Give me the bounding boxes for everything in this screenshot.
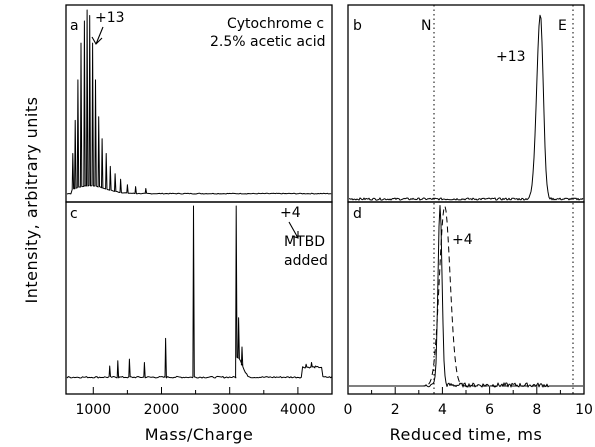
x-tick-label-mass: 3000 bbox=[212, 402, 248, 418]
frame-panel-c bbox=[65, 201, 333, 395]
x-ticks-mass: 1000 2000 3000 4000 bbox=[75, 387, 316, 418]
panel-letter-c: c bbox=[70, 206, 78, 222]
panel-letter-a: a bbox=[70, 18, 79, 34]
x-tick-label-time: 10 bbox=[575, 402, 593, 418]
marker-n: N bbox=[421, 18, 431, 34]
panel-a-title-line1: Cytochrome c bbox=[227, 16, 324, 32]
frame-panel-d bbox=[347, 201, 585, 395]
arrow-a-icon bbox=[91, 26, 104, 45]
x-tick-label-mass: 4000 bbox=[280, 402, 316, 418]
arrow-c-icon bbox=[288, 221, 299, 239]
annotation-d-charge: +4 bbox=[452, 232, 473, 248]
y-axis-title: Intensity, arbitrary units bbox=[22, 97, 41, 304]
trace-panel-b bbox=[349, 14, 584, 201]
x-tick-label-mass: 1000 bbox=[75, 402, 111, 418]
annotation-c-charge: +4 bbox=[280, 205, 301, 221]
trace-panel-d-dashed bbox=[349, 205, 583, 387]
trace-panel-c bbox=[66, 205, 333, 379]
x-tick-label-time: 8 bbox=[532, 402, 541, 418]
panel-c-note-line1: MTBD bbox=[284, 234, 325, 250]
x-tick-label-time: 2 bbox=[391, 402, 400, 418]
panel-letter-b: b bbox=[353, 18, 362, 34]
x-axis-title-mass: Mass/Charge bbox=[145, 425, 254, 444]
x-ticks-time: 0 2 4 6 8 10 bbox=[344, 387, 593, 418]
x-tick-label-time: 0 bbox=[344, 402, 353, 418]
marker-e: E bbox=[558, 18, 567, 34]
panel-letter-d: d bbox=[353, 206, 362, 222]
x-axis-title-time: Reduced time, ms bbox=[390, 425, 543, 444]
trace-panel-a bbox=[66, 9, 332, 195]
x-tick-label-mass: 2000 bbox=[144, 402, 180, 418]
panel-a-title-line2: 2.5% acetic acid bbox=[210, 34, 326, 50]
x-tick-label-time: 6 bbox=[485, 402, 494, 418]
trace-panel-d-solid bbox=[349, 205, 583, 388]
annotation-a-charge: +13 bbox=[95, 10, 125, 26]
frame-panel-b bbox=[347, 4, 585, 203]
x-tick-label-time: 4 bbox=[438, 402, 447, 418]
panel-c-note-line2: added bbox=[284, 253, 328, 269]
annotation-b-charge: +13 bbox=[496, 49, 526, 65]
